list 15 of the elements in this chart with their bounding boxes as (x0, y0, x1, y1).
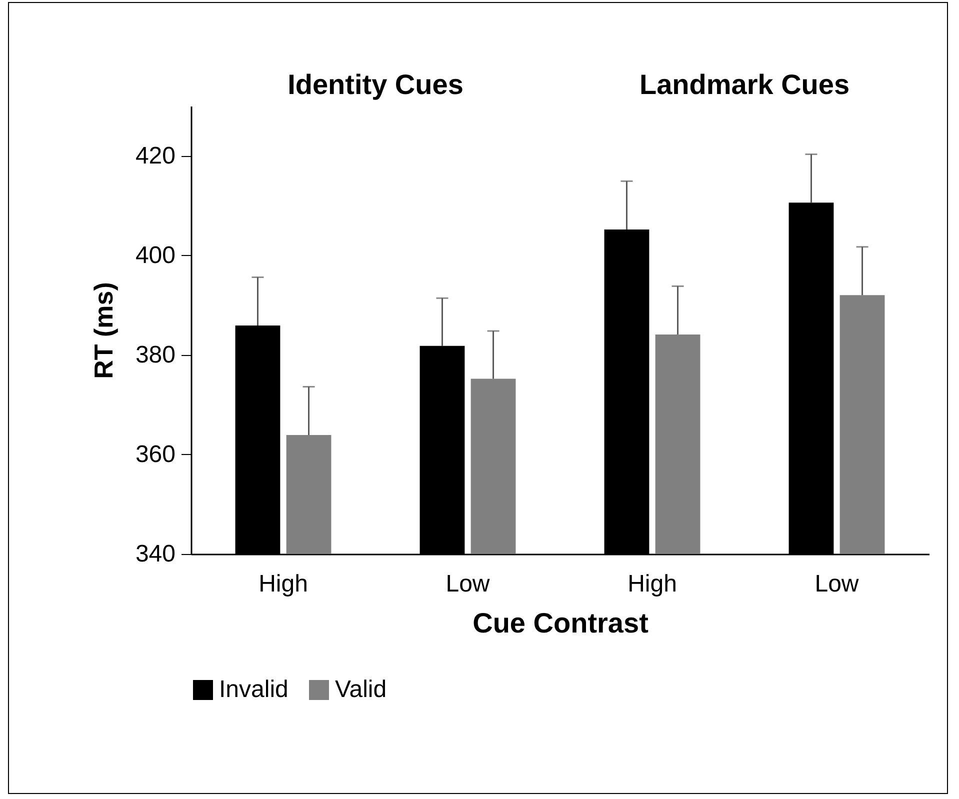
text: Landmark Cues (639, 69, 850, 100)
text: Identity Cues (288, 69, 464, 100)
x-axis-title: Cue Contrast (472, 608, 648, 638)
y-tick-label: 400 (135, 242, 176, 269)
x-tick-label: Low (446, 570, 490, 598)
legend-label: Invalid (219, 676, 288, 703)
y-axis-title: RT (ms) (88, 282, 118, 379)
y-tick-label: 340 (135, 540, 176, 568)
y-tick-label: 360 (135, 440, 176, 468)
x-tick-label: Low (814, 570, 860, 598)
x-tick-label: High (258, 570, 308, 598)
y-tick-label: 420 (135, 142, 176, 170)
legend-label: Valid (335, 676, 387, 703)
y-tick-label: 380 (135, 341, 176, 368)
x-tick-label: High (628, 570, 677, 598)
